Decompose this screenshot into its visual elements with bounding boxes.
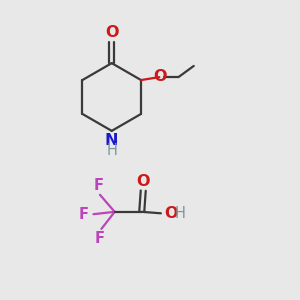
Text: N: N: [105, 133, 119, 148]
Text: H: H: [174, 206, 185, 221]
Text: O: O: [153, 69, 166, 84]
Text: O: O: [136, 174, 150, 189]
Text: F: F: [93, 178, 103, 193]
Text: O: O: [105, 25, 119, 40]
Text: O: O: [165, 206, 178, 221]
Text: H: H: [106, 143, 117, 158]
Text: F: F: [95, 231, 105, 246]
Text: F: F: [79, 207, 89, 222]
